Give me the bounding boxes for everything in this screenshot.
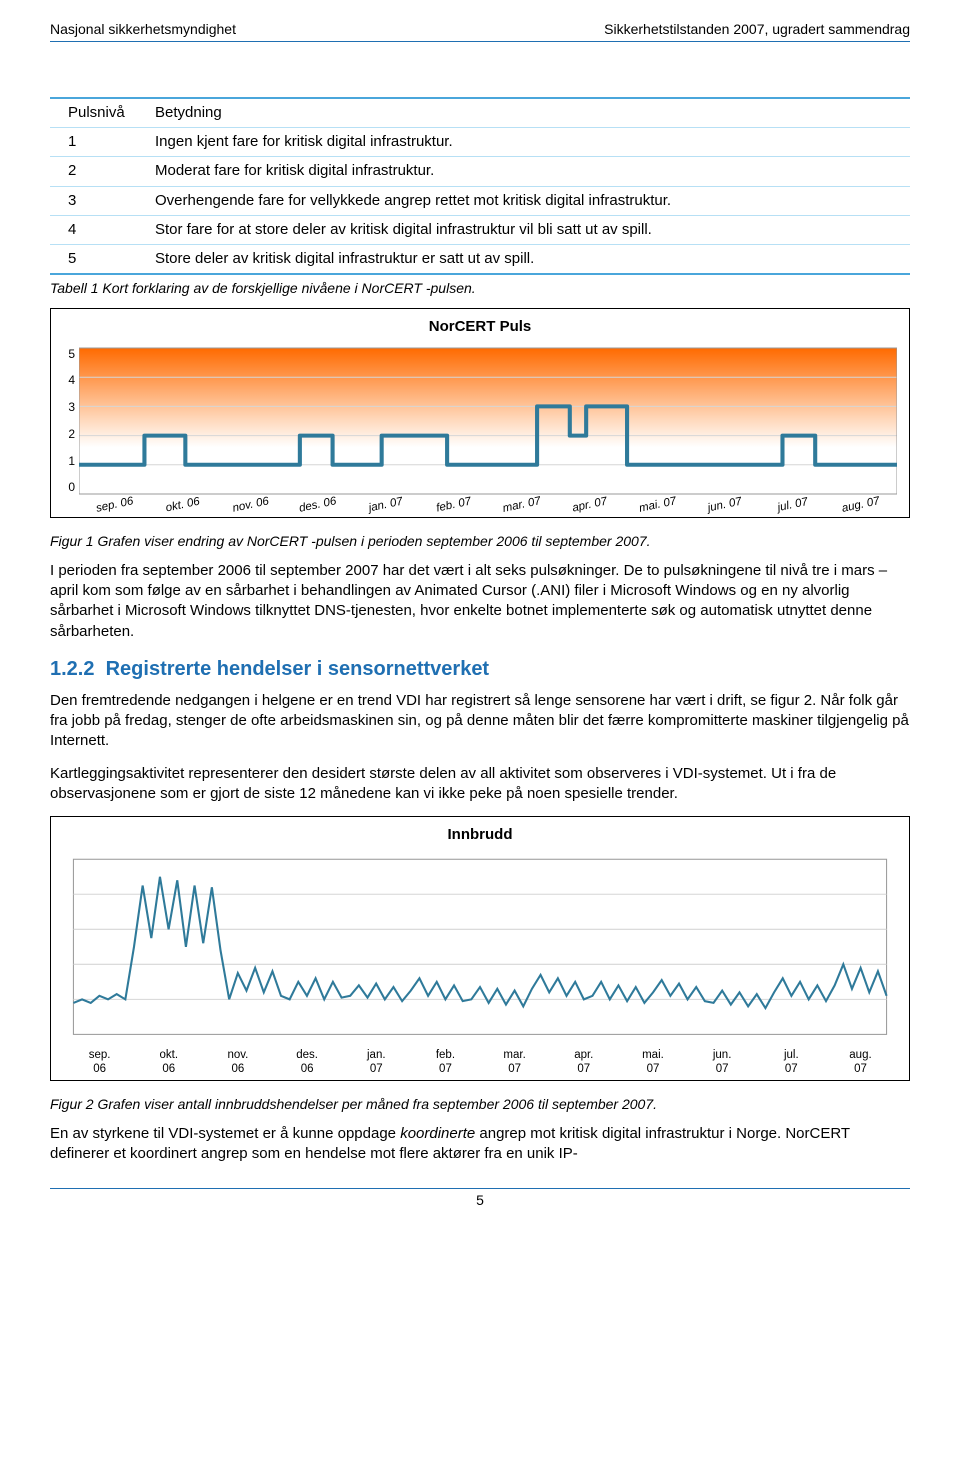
- puls-table: Pulsnivå Betydning 1Ingen kjent fare for…: [50, 97, 910, 276]
- cell-meaning: Ingen kjent fare for kritisk digital inf…: [145, 128, 910, 157]
- page-header: Nasjonal sikkerhetsmyndighet Sikkerhetst…: [50, 20, 910, 42]
- th-level: Pulsnivå: [50, 98, 145, 128]
- cell-level: 1: [50, 128, 145, 157]
- puls-xaxis: sep. 06okt. 06nov. 06des. 06jan. 07feb. …: [63, 496, 897, 514]
- innbrudd-xaxis: sep. 06okt. 06nov. 06des. 06jan. 07feb. …: [63, 1047, 897, 1075]
- paragraph-2: Den fremtredende nedgangen i helgene er …: [50, 691, 910, 752]
- page-footer: 5: [50, 1188, 910, 1210]
- cell-meaning: Overhengende fare for vellykkede angrep …: [145, 186, 910, 215]
- section-title: Registrerte hendelser i sensornettverket: [106, 658, 490, 680]
- th-meaning: Betydning: [145, 98, 910, 128]
- cell-level: 4: [50, 215, 145, 244]
- header-right: Sikkerhetstilstanden 2007, ugradert samm…: [604, 20, 910, 39]
- cell-level: 5: [50, 245, 145, 275]
- puls-chart-frame: NorCERT Puls 543210 sep. 06okt. 06nov. 0…: [50, 308, 910, 518]
- para4-a: En av styrkene til VDI-systemet er å kun…: [50, 1125, 400, 1142]
- cell-meaning: Stor fare for at store deler av kritisk …: [145, 215, 910, 244]
- cell-meaning: Moderat fare for kritisk digital infrast…: [145, 157, 910, 186]
- cell-level: 2: [50, 157, 145, 186]
- innbrudd-chart-svg: [63, 853, 897, 1041]
- cell-level: 3: [50, 186, 145, 215]
- paragraph-3: Kartleggingsaktivitet representerer den …: [50, 764, 910, 805]
- paragraph-1: I perioden fra september 2006 til septem…: [50, 561, 910, 642]
- page-number: 5: [476, 1192, 484, 1208]
- header-left: Nasjonal sikkerhetsmyndighet: [50, 20, 236, 39]
- paragraph-4: En av styrkene til VDI-systemet er å kun…: [50, 1124, 910, 1165]
- figure2-caption: Figur 2 Grafen viser antall innbruddshen…: [50, 1095, 910, 1114]
- para4-b: koordinerte: [400, 1125, 475, 1142]
- innbrudd-chart-frame: Innbrudd sep. 06okt. 06nov. 06des. 06jan…: [50, 816, 910, 1081]
- puls-chart-svg: [79, 346, 897, 496]
- section-heading: 1.2.2 Registrerte hendelser i sensornett…: [50, 656, 910, 683]
- section-num: 1.2.2: [50, 658, 94, 680]
- innbrudd-chart-title: Innbrudd: [63, 825, 897, 845]
- figure1-caption: Figur 1 Grafen viser endring av NorCERT …: [50, 532, 910, 551]
- cell-meaning: Store deler av kritisk digital infrastru…: [145, 245, 910, 275]
- table1-caption: Tabell 1 Kort forklaring av de forskjell…: [50, 279, 910, 298]
- puls-yaxis: 543210: [63, 346, 79, 496]
- puls-chart-title: NorCERT Puls: [63, 317, 897, 337]
